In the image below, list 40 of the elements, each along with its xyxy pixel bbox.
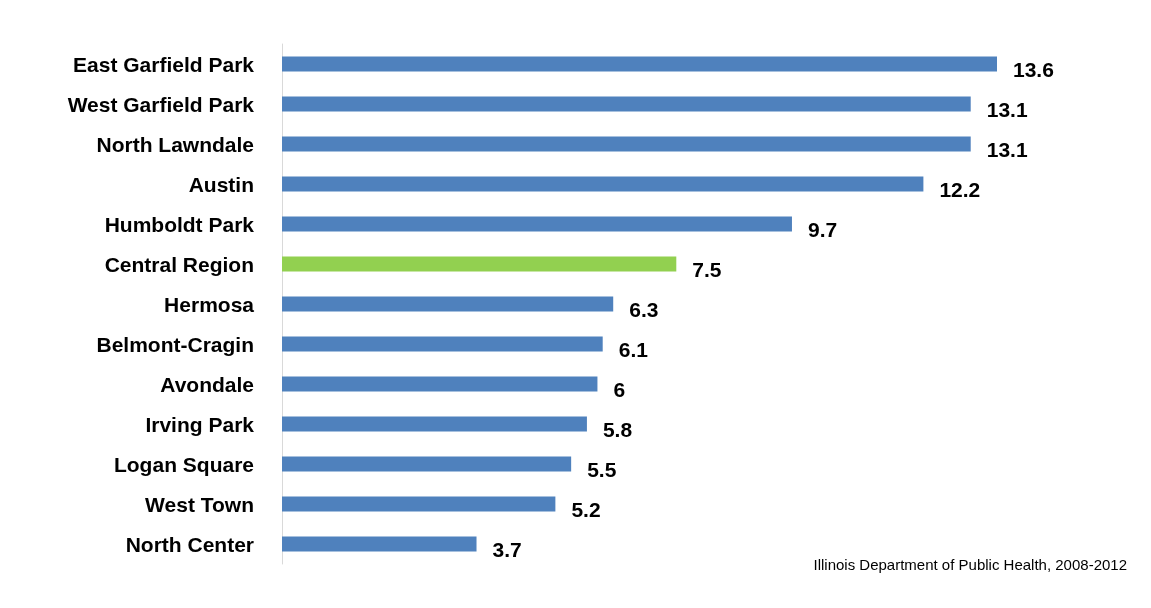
y-tick-label: Avondale — [160, 372, 254, 396]
bar — [282, 496, 556, 512]
y-tick-label: Logan Square — [113, 452, 254, 476]
data-label: 5.2 — [571, 497, 601, 521]
bar — [282, 96, 971, 112]
bar — [282, 416, 587, 432]
bar — [282, 536, 477, 552]
y-tick-label: Irving Park — [145, 412, 255, 436]
bar — [282, 456, 572, 472]
data-label: 5.8 — [602, 417, 633, 441]
y-tick-label: East Garfield Park — [73, 52, 255, 76]
y-tick-label: North Lawndale — [96, 132, 254, 156]
bar — [282, 176, 924, 192]
data-label: 12.2 — [939, 177, 981, 201]
bar — [282, 296, 614, 312]
annotation: Illinois Department of Public Health, 2008-2012 — [813, 556, 1127, 573]
bar — [282, 376, 598, 392]
bar — [282, 136, 971, 152]
y-tick-label: Austin — [188, 172, 254, 196]
data-label: 13.6 — [1013, 57, 1054, 81]
data-label: 6 — [613, 377, 626, 401]
bar — [282, 56, 997, 72]
data-label: 13.1 — [986, 137, 1028, 161]
bar — [282, 216, 792, 232]
y-tick-label: Humboldt Park — [104, 212, 255, 236]
data-label: 6.3 — [629, 297, 659, 321]
data-label: 3.7 — [492, 537, 522, 561]
data-label: 6.1 — [618, 337, 649, 361]
y-tick-label: Hermosa — [164, 292, 255, 316]
data-label: 13.1 — [986, 97, 1028, 121]
y-tick-label: West Town — [145, 492, 254, 516]
y-tick-label: Belmont-Cragin — [96, 332, 254, 356]
bar — [282, 256, 677, 272]
data-label: 9.7 — [807, 217, 838, 241]
y-tick-label: Central Region — [104, 252, 254, 276]
y-tick-label: North Center — [125, 532, 254, 556]
y-tick-label: West Garfield Park — [67, 92, 255, 116]
data-label: 7.5 — [692, 257, 722, 281]
bar — [282, 336, 603, 352]
data-label: 5.5 — [587, 457, 617, 481]
